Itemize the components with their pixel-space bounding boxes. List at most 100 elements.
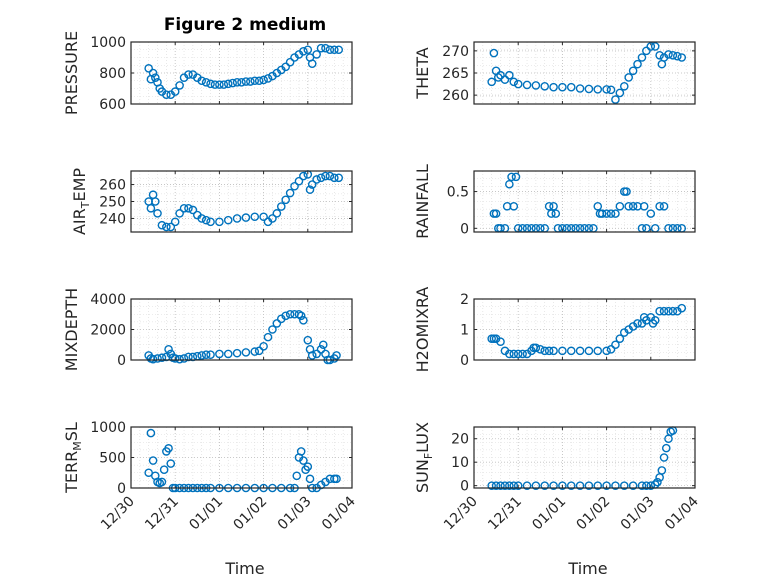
data-point [294, 309, 304, 319]
data-point [146, 428, 156, 438]
data-point [664, 306, 673, 316]
data-point [655, 50, 664, 60]
data-point [299, 316, 308, 325]
data-point [522, 80, 532, 90]
data-point [170, 87, 180, 96]
data-point [164, 444, 173, 453]
data-point [321, 171, 330, 181]
data-point [241, 77, 251, 86]
y-tick-label: 800 [99, 66, 126, 82]
data-point [602, 85, 611, 94]
data-point [611, 481, 620, 490]
x-tick-label: 12/30 [441, 494, 481, 534]
data-point [307, 180, 317, 189]
data-point [593, 481, 603, 490]
y-axis-label: RAINFALL [413, 164, 432, 239]
data-point [593, 85, 603, 94]
data-point [219, 80, 229, 89]
data-point [507, 172, 516, 182]
data-point [285, 188, 295, 198]
data-point [312, 175, 321, 184]
data-point [307, 59, 317, 69]
data-point [575, 481, 585, 490]
data-point [254, 76, 264, 86]
y-axis-label: MIXDEPTH [62, 288, 81, 371]
data-point [584, 84, 594, 94]
data-point [166, 459, 176, 468]
y-axis-label: SUNFLUX [413, 422, 435, 493]
data-point [624, 73, 634, 82]
data-point [646, 42, 656, 51]
data-point [505, 481, 514, 490]
data-point [549, 82, 558, 92]
data-point [175, 209, 184, 218]
data-point [210, 80, 220, 89]
data-point [602, 209, 611, 218]
x-tick-label: 12/30 [98, 494, 138, 534]
y-tick-label: 260 [99, 178, 126, 194]
data-point [513, 79, 523, 89]
data-point [162, 222, 171, 232]
data-point [157, 477, 167, 487]
data-point [509, 77, 519, 87]
data-point [330, 45, 339, 55]
data-point [321, 43, 330, 53]
data-point [549, 201, 558, 211]
data-point [637, 53, 647, 62]
data-point [558, 82, 567, 92]
y-axis-label: PRESSURE [62, 31, 81, 115]
data-point [522, 481, 532, 490]
data-point [232, 214, 242, 223]
data-point [633, 319, 642, 328]
data-point [206, 79, 215, 89]
data-point [316, 345, 326, 354]
data-point [241, 348, 251, 357]
axes-frame [473, 170, 696, 233]
y-tick-label: 0 [460, 479, 469, 495]
data-point [659, 453, 669, 462]
x-tick-label: 01/02 [231, 494, 271, 534]
data-point [201, 78, 211, 87]
data-point [496, 70, 505, 80]
data-point [655, 306, 664, 316]
y-axis-label: TERRMSL [62, 422, 84, 494]
data-point [628, 481, 638, 490]
data-point [513, 481, 523, 490]
axes-frame [130, 298, 353, 361]
data-point [593, 201, 603, 211]
data-point [646, 209, 656, 218]
data-point [509, 349, 519, 359]
data-point [296, 311, 306, 321]
data-point [215, 217, 224, 227]
data-point [197, 76, 207, 86]
data-point [661, 443, 671, 453]
data-point [232, 78, 242, 87]
data-point [318, 340, 328, 350]
data-point [531, 481, 541, 490]
data-point [316, 173, 326, 183]
data-point [272, 319, 282, 328]
axes-frame [130, 170, 353, 233]
data-point [151, 73, 160, 82]
y-axis-label: AIRTEMP [70, 168, 92, 235]
data-point [148, 68, 158, 78]
data-point [241, 213, 251, 222]
data-point [223, 79, 233, 89]
data-point [307, 351, 317, 360]
data-point [489, 48, 499, 58]
y-axis-label: THETA [413, 47, 432, 99]
data-point [496, 481, 505, 490]
data-point [575, 346, 585, 356]
subplot-rainfall: 0 0.5 RAINFALL [413, 164, 696, 239]
data-point [296, 447, 306, 456]
subplot-terr-msl: 0 500 1000 TERRMSL 12/30 12/31 01/01 01/02 01/03… [62, 420, 359, 533]
data-point [281, 311, 291, 321]
data-point [659, 201, 669, 211]
data-point [330, 173, 339, 183]
y-tick-label: 1 [460, 323, 469, 339]
data-point [263, 332, 273, 342]
data-point [655, 201, 664, 211]
data-point [276, 202, 286, 211]
data-point [285, 57, 295, 67]
data-point [175, 81, 184, 90]
